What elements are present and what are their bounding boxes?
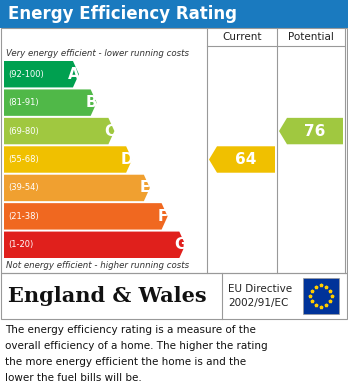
Bar <box>1 28 347 273</box>
Polygon shape <box>4 146 132 173</box>
Text: England & Wales: England & Wales <box>8 286 207 306</box>
Text: Very energy efficient - lower running costs: Very energy efficient - lower running co… <box>6 48 189 57</box>
Bar <box>303 278 339 314</box>
Text: Current: Current <box>222 32 262 42</box>
Polygon shape <box>209 146 275 173</box>
Text: D: D <box>121 152 133 167</box>
Text: The energy efficiency rating is a measure of the: The energy efficiency rating is a measur… <box>5 325 256 335</box>
Text: C: C <box>104 124 115 138</box>
Text: lower the fuel bills will be.: lower the fuel bills will be. <box>5 373 142 383</box>
Text: B: B <box>86 95 97 110</box>
Text: (21-38): (21-38) <box>8 212 39 221</box>
Text: Not energy efficient - higher running costs: Not energy efficient - higher running co… <box>6 262 189 271</box>
Text: (81-91): (81-91) <box>8 98 39 107</box>
Polygon shape <box>4 61 79 88</box>
Text: overall efficiency of a home. The higher the rating: overall efficiency of a home. The higher… <box>5 341 268 351</box>
Text: E: E <box>140 180 150 196</box>
Text: G: G <box>174 237 187 252</box>
Polygon shape <box>4 203 168 230</box>
Polygon shape <box>4 231 185 258</box>
Text: (55-68): (55-68) <box>8 155 39 164</box>
Text: (1-20): (1-20) <box>8 240 33 249</box>
Text: EU Directive
2002/91/EC: EU Directive 2002/91/EC <box>228 284 292 308</box>
Text: (92-100): (92-100) <box>8 70 44 79</box>
Text: (69-80): (69-80) <box>8 127 39 136</box>
Text: the more energy efficient the home is and the: the more energy efficient the home is an… <box>5 357 246 367</box>
Polygon shape <box>4 90 97 116</box>
Text: 64: 64 <box>235 152 257 167</box>
Text: A: A <box>68 67 80 82</box>
Polygon shape <box>279 118 343 144</box>
Text: (39-54): (39-54) <box>8 183 39 192</box>
Polygon shape <box>4 118 114 144</box>
Text: F: F <box>157 209 168 224</box>
Polygon shape <box>4 175 150 201</box>
Bar <box>0 0 348 28</box>
Text: 76: 76 <box>304 124 326 138</box>
Bar <box>1 273 347 319</box>
Text: Energy Efficiency Rating: Energy Efficiency Rating <box>8 5 237 23</box>
Text: Potential: Potential <box>288 32 334 42</box>
